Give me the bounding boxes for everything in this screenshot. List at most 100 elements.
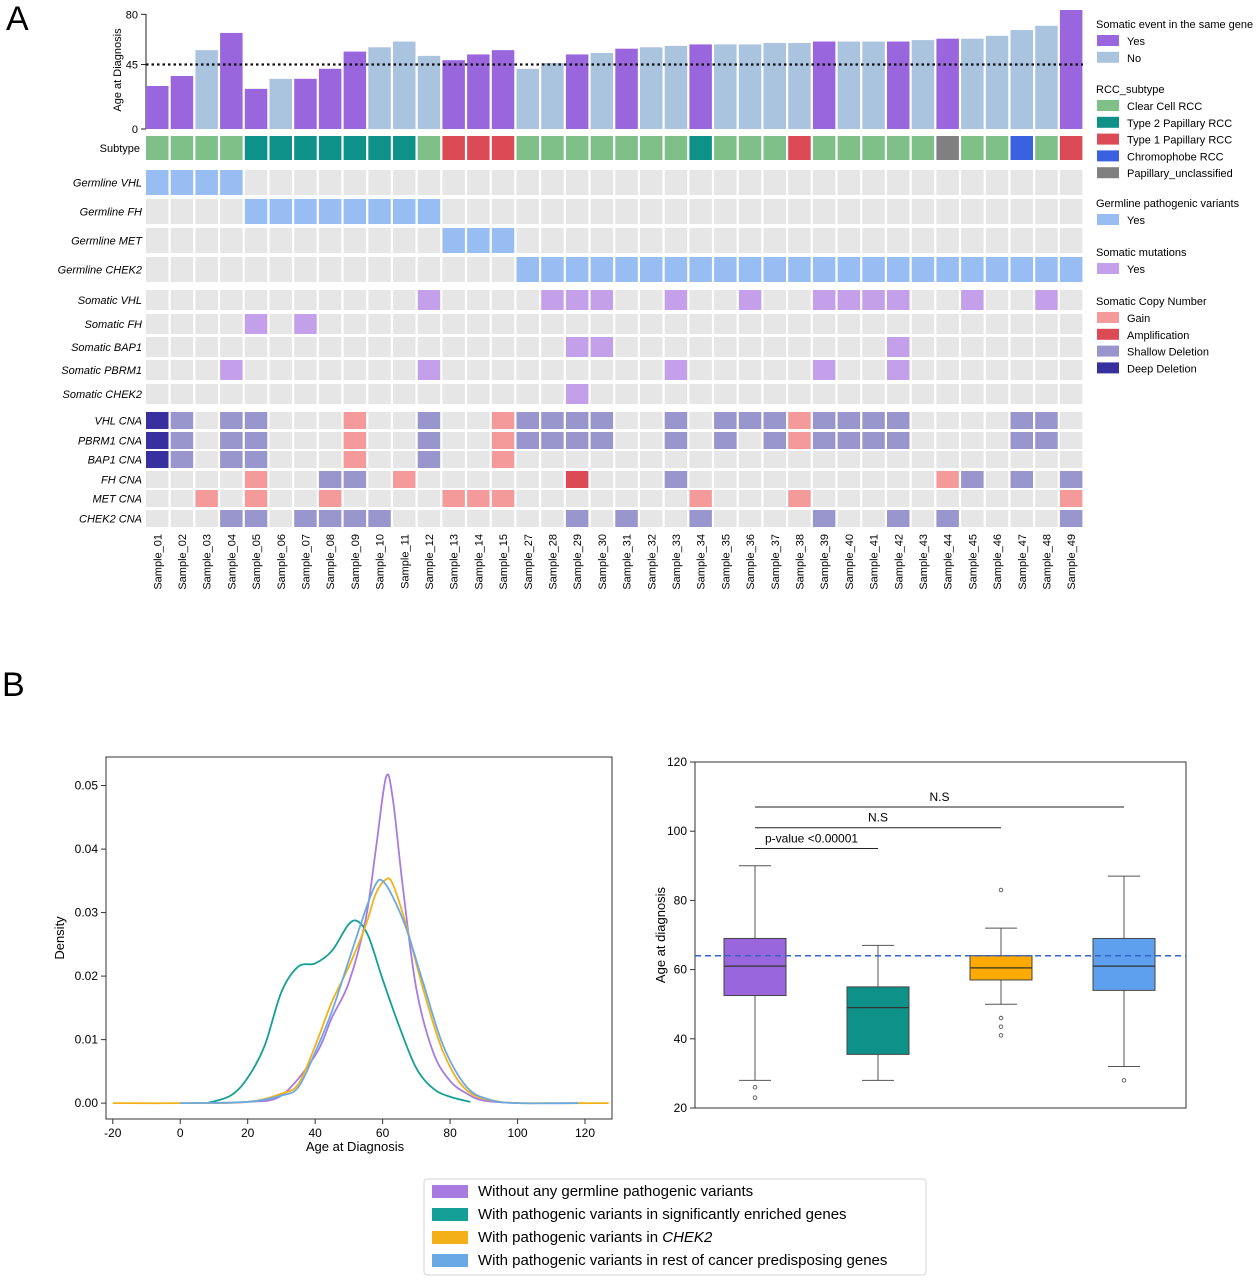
subtype-cell (664, 136, 688, 160)
subtype-cell (788, 136, 811, 160)
alteration-cell (417, 199, 441, 224)
alteration-cell (788, 228, 811, 253)
alteration-cell (294, 257, 317, 282)
alteration-cell (738, 432, 762, 449)
alteration-cell (738, 490, 762, 507)
age-bar (664, 45, 688, 130)
density-series-line (180, 878, 579, 1105)
alteration-cell (738, 471, 762, 488)
alteration-cell (862, 228, 885, 253)
age-bar (812, 41, 836, 129)
alteration-cell (541, 314, 564, 334)
box-y-tick-label: 20 (674, 1101, 688, 1115)
alteration-cell (763, 490, 786, 507)
box-outlier (1121, 1078, 1127, 1083)
panel-b-letter: B (2, 666, 25, 704)
subtype-cell (887, 136, 910, 160)
alteration-cell (738, 170, 762, 195)
alteration-cell (294, 412, 317, 429)
alteration-cell (368, 170, 391, 195)
alteration-cell (318, 228, 342, 253)
age-bar (1010, 30, 1033, 129)
alteration-cell (788, 314, 811, 334)
alteration-cell (640, 337, 663, 357)
box-y-tick-label: 40 (674, 1032, 688, 1046)
alteration-cell (442, 451, 465, 468)
alteration-cell (516, 490, 539, 507)
alteration-cell (565, 257, 589, 282)
alteration-cell (664, 199, 688, 224)
alteration-cell (788, 290, 811, 310)
alteration-cell (516, 228, 539, 253)
bottom-legend-label-text: With pathogenic variants in rest of canc… (478, 1252, 887, 1269)
alteration-cell (442, 510, 465, 527)
alteration-cell (640, 384, 663, 404)
alteration-cell (318, 384, 342, 404)
alteration-cell (640, 199, 663, 224)
age-bar (985, 35, 1009, 129)
alteration-cell (1035, 257, 1058, 282)
alteration-cell (788, 257, 811, 282)
alteration-cell (887, 170, 910, 195)
alteration-cell (541, 451, 564, 468)
alteration-cell (417, 228, 441, 253)
alteration-cell (541, 490, 564, 507)
alteration-cell (714, 314, 737, 334)
alteration-cell (170, 257, 194, 282)
sample-label: Sample_28 (547, 534, 559, 590)
alteration-cell (343, 314, 367, 334)
significance-label: p-value <0.00001 (765, 832, 858, 846)
alteration-cell (170, 199, 194, 224)
alteration-cell (862, 170, 885, 195)
alteration-cell (146, 337, 169, 357)
alteration-cell (714, 290, 737, 310)
sample-label: Sample_47 (1017, 534, 1029, 590)
alteration-cell (788, 412, 811, 429)
alteration-cell (393, 290, 416, 310)
alteration-cell (170, 451, 194, 468)
alteration-cell (837, 257, 861, 282)
alteration-cell (269, 314, 292, 334)
alteration-cell (1035, 337, 1058, 357)
alteration-cell (936, 337, 959, 357)
alteration-cell (393, 471, 416, 488)
alteration-cell (615, 314, 638, 334)
oncoprint-legend: Somatic event in the same gene Yes No RCC_s… (1096, 19, 1253, 375)
legend-label: Yes (1127, 264, 1145, 276)
alteration-cell (467, 412, 490, 429)
alteration-cell (195, 451, 218, 468)
alteration-cell (467, 360, 490, 380)
alteration-cell (343, 337, 367, 357)
alteration-cell (368, 384, 391, 404)
significance-label: N.S (929, 790, 949, 804)
sample-label: Sample_13 (449, 534, 461, 590)
alteration-cell (565, 490, 589, 507)
alteration-cell (467, 510, 490, 527)
alteration-cell (269, 384, 292, 404)
alteration-cell (1035, 384, 1058, 404)
alteration-cell (590, 337, 614, 357)
alteration-cell (541, 412, 564, 429)
alteration-cell (565, 412, 589, 429)
legend-title: Somatic Copy Number (1096, 296, 1207, 308)
row-label: Germline VHL (73, 178, 142, 190)
alteration-cell (1035, 451, 1058, 468)
alteration-cell (294, 290, 317, 310)
alteration-cell (689, 199, 712, 224)
alteration-cell (368, 490, 391, 507)
alteration-cell (763, 228, 786, 253)
legend-label: Amplification (1127, 330, 1189, 342)
bottom-legend-label-italic: CHEK2 (662, 1229, 713, 1246)
alteration-cell (961, 337, 984, 357)
sample-label: Sample_45 (967, 534, 979, 590)
alteration-cell (393, 412, 416, 429)
alteration-cell (516, 337, 539, 357)
alteration-cell (467, 257, 490, 282)
alteration-cell (244, 337, 268, 357)
alteration-cell (220, 471, 243, 488)
alteration-cell (170, 384, 194, 404)
alteration-cell (368, 337, 391, 357)
alteration-cell (640, 432, 663, 449)
alteration-cell (417, 471, 441, 488)
alteration-cell (467, 228, 490, 253)
